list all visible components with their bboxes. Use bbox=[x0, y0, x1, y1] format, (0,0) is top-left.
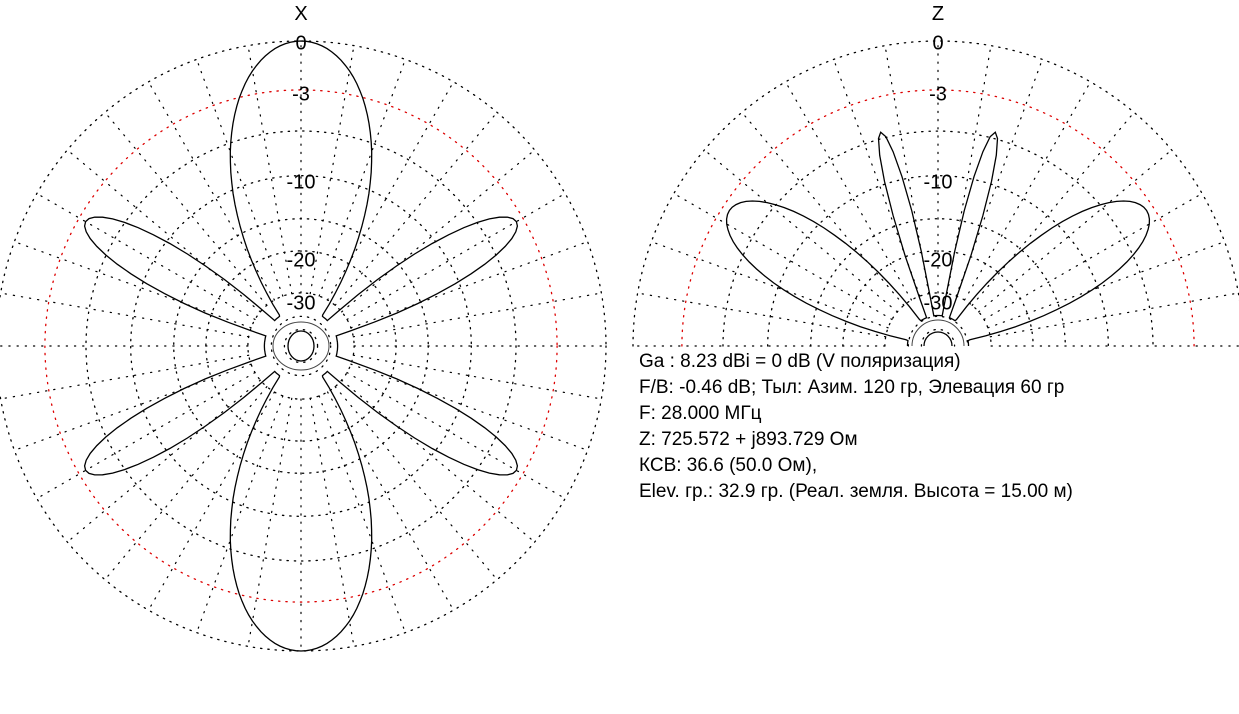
grid-spoke bbox=[971, 111, 1135, 306]
grid-ring bbox=[283, 328, 319, 364]
ring-label: 0 bbox=[295, 32, 306, 54]
grid-spoke bbox=[196, 395, 284, 634]
grid-ring bbox=[44, 89, 558, 603]
grid-spoke bbox=[346, 192, 566, 321]
grid-spoke bbox=[104, 111, 268, 306]
grid-ring bbox=[130, 175, 472, 517]
z-axis-title: Z bbox=[932, 3, 944, 25]
grid-ring bbox=[920, 328, 956, 347]
front-back-line: F/B: -0.46 dB; Тыл: Азим. 120 гр, Элевац… bbox=[639, 377, 1065, 398]
ring-label: -20 bbox=[924, 249, 953, 271]
grid-spoke bbox=[66, 379, 261, 543]
azimuth-pattern-plot: 0 -3 -10 -20 -30 bbox=[0, 32, 607, 652]
grid-ring bbox=[681, 89, 1195, 347]
grid-spoke bbox=[147, 81, 276, 301]
grid-spoke bbox=[352, 292, 602, 338]
grid-spoke bbox=[0, 292, 250, 338]
grid-spoke bbox=[13, 241, 252, 329]
grid-spoke bbox=[334, 111, 498, 306]
swr-line: КСВ: 36.6 (50.0 Ом), bbox=[639, 455, 818, 476]
grid-spoke bbox=[318, 395, 406, 634]
grid-spoke bbox=[987, 241, 1226, 329]
gain-line: Ga : 8.23 dBi = 0 dB (V поляризация) bbox=[639, 351, 961, 372]
grid-spoke bbox=[352, 354, 602, 400]
grid-spoke bbox=[741, 111, 905, 306]
grid-spoke bbox=[66, 149, 261, 313]
grid-spoke bbox=[341, 149, 536, 313]
grid-spoke bbox=[13, 363, 252, 451]
frequency-line: F: 28.000 МГц bbox=[639, 403, 762, 424]
grid-spoke bbox=[309, 45, 355, 295]
grid-ring bbox=[85, 130, 517, 562]
ring-label: 0 bbox=[932, 32, 943, 54]
grid-spoke bbox=[350, 363, 589, 451]
grid-spoke bbox=[104, 386, 268, 581]
ring-label: -30 bbox=[287, 292, 316, 314]
antenna-parameters: Ga : 8.23 dBi = 0 dB (V поляризация) F/B… bbox=[639, 349, 1073, 505]
grid-ring bbox=[0, 40, 607, 652]
center-ring bbox=[272, 321, 330, 371]
ring-label: -10 bbox=[924, 171, 953, 193]
grid-ring bbox=[722, 130, 1154, 347]
grid-spoke bbox=[989, 292, 1239, 338]
grid-spoke bbox=[36, 192, 256, 321]
grid-ring bbox=[884, 292, 992, 347]
grid-ring bbox=[842, 250, 1034, 347]
ring-label: -3 bbox=[929, 83, 947, 105]
grid-spoke bbox=[334, 386, 498, 581]
grid-ring bbox=[907, 315, 969, 347]
grid-spoke bbox=[247, 45, 293, 295]
center-ring bbox=[287, 330, 315, 362]
ring-label: -30 bbox=[924, 292, 953, 314]
elevation-line: Elev. гр.: 32.9 гр. (Реал. земля. Высота… bbox=[639, 481, 1073, 502]
grid-spoke bbox=[978, 149, 1173, 313]
impedance-line: Z: 725.572 + j893.729 Ом bbox=[639, 429, 858, 450]
grid-spoke bbox=[147, 391, 276, 611]
grid-spoke bbox=[196, 58, 284, 297]
grid-spoke bbox=[346, 371, 566, 500]
grid-spoke bbox=[703, 149, 898, 313]
grid-spoke bbox=[963, 81, 1092, 301]
grid-ring bbox=[270, 315, 332, 377]
grid-spoke bbox=[341, 379, 536, 543]
grid-spoke bbox=[326, 391, 455, 611]
x-axis-title: X bbox=[294, 3, 307, 25]
grid-ring bbox=[810, 218, 1066, 347]
grid-ring bbox=[205, 250, 397, 442]
pattern-curve bbox=[725, 131, 1151, 346]
grid-spoke bbox=[318, 58, 406, 297]
ring-label: -20 bbox=[287, 249, 316, 271]
grid-spoke bbox=[983, 192, 1203, 321]
grid-spoke bbox=[350, 241, 589, 329]
grid-spoke bbox=[36, 371, 256, 500]
center-ring bbox=[911, 319, 965, 347]
grid-spoke bbox=[784, 81, 913, 301]
grid-spoke bbox=[247, 397, 293, 647]
ring-label: -10 bbox=[287, 171, 316, 193]
elevation-pattern-plot: 0 -3 -10 -20 -30 bbox=[632, 32, 1239, 347]
center-ring bbox=[923, 331, 953, 347]
ring-label: -3 bbox=[292, 83, 310, 105]
grid-spoke bbox=[309, 397, 355, 647]
grid-spoke bbox=[637, 292, 887, 338]
grid-spoke bbox=[673, 192, 893, 321]
grid-spoke bbox=[650, 241, 889, 329]
grid-spoke bbox=[0, 354, 250, 400]
pattern-curve bbox=[83, 40, 519, 652]
grid-ring bbox=[767, 175, 1109, 347]
grid-spoke bbox=[326, 81, 455, 301]
